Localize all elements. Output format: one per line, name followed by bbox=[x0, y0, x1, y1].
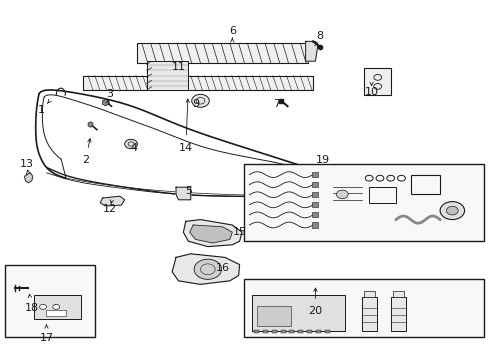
Bar bbox=[244, 164, 483, 241]
Bar bbox=[5, 265, 95, 337]
Text: 7: 7 bbox=[272, 99, 279, 109]
Bar bbox=[244, 279, 483, 337]
Text: 4: 4 bbox=[131, 143, 138, 153]
Text: 12: 12 bbox=[103, 204, 117, 214]
Bar bbox=[271, 330, 276, 333]
Text: 5: 5 bbox=[184, 186, 191, 196]
Bar bbox=[311, 202, 317, 207]
Polygon shape bbox=[183, 220, 242, 247]
Text: 15: 15 bbox=[232, 227, 246, 237]
Bar bbox=[34, 295, 81, 319]
Text: 14: 14 bbox=[179, 143, 192, 153]
Bar bbox=[263, 330, 267, 333]
Bar bbox=[311, 192, 317, 197]
Bar bbox=[289, 330, 294, 333]
Text: 2: 2 bbox=[82, 155, 89, 165]
Bar bbox=[311, 222, 317, 228]
Bar bbox=[298, 330, 303, 333]
Bar bbox=[363, 291, 374, 297]
Circle shape bbox=[53, 304, 60, 309]
Bar bbox=[46, 310, 66, 316]
Bar bbox=[392, 291, 403, 297]
Text: 13: 13 bbox=[20, 159, 34, 169]
Circle shape bbox=[194, 259, 221, 279]
Polygon shape bbox=[189, 225, 232, 243]
Text: 20: 20 bbox=[308, 306, 322, 316]
Text: 10: 10 bbox=[364, 87, 378, 97]
Text: 6: 6 bbox=[228, 26, 235, 36]
Text: 16: 16 bbox=[215, 263, 229, 273]
Polygon shape bbox=[100, 196, 124, 206]
Bar bbox=[390, 297, 405, 331]
Text: 3: 3 bbox=[106, 89, 113, 99]
Text: 18: 18 bbox=[25, 303, 39, 313]
Polygon shape bbox=[305, 41, 317, 61]
Bar bbox=[324, 330, 329, 333]
Bar bbox=[256, 306, 290, 326]
Circle shape bbox=[40, 304, 46, 309]
Bar bbox=[364, 68, 390, 95]
Circle shape bbox=[439, 202, 464, 220]
Bar bbox=[311, 182, 317, 187]
Bar bbox=[361, 297, 376, 331]
Text: 11: 11 bbox=[171, 62, 185, 72]
Bar bbox=[368, 187, 395, 203]
Text: 19: 19 bbox=[315, 155, 329, 165]
Circle shape bbox=[446, 206, 457, 215]
Polygon shape bbox=[172, 254, 239, 284]
Polygon shape bbox=[24, 173, 33, 183]
Bar bbox=[315, 330, 320, 333]
Text: 1: 1 bbox=[38, 105, 45, 115]
Text: 17: 17 bbox=[40, 333, 53, 343]
Circle shape bbox=[124, 139, 137, 149]
Bar bbox=[306, 330, 311, 333]
Text: 9: 9 bbox=[192, 99, 199, 109]
Circle shape bbox=[336, 190, 347, 199]
Bar bbox=[137, 43, 307, 63]
Bar bbox=[311, 172, 317, 177]
Bar bbox=[311, 212, 317, 217]
Text: 8: 8 bbox=[316, 31, 323, 41]
Polygon shape bbox=[176, 187, 190, 200]
Bar bbox=[280, 330, 285, 333]
Bar bbox=[410, 175, 439, 194]
Bar bbox=[251, 295, 344, 331]
Bar bbox=[146, 61, 188, 90]
Bar bbox=[83, 76, 312, 90]
Circle shape bbox=[191, 94, 209, 107]
Bar bbox=[254, 330, 259, 333]
